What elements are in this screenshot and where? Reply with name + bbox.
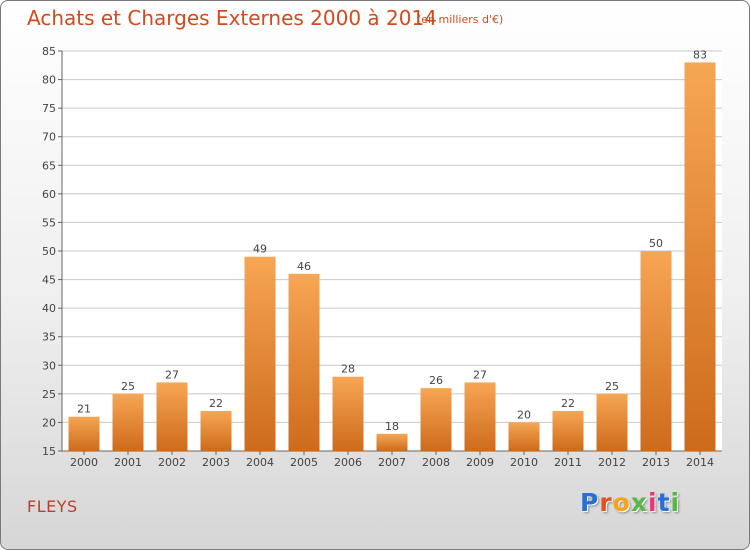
y-tick-label: 20 <box>42 416 56 429</box>
chart-title: Achats et Charges Externes 2000 à 2014 <box>27 6 437 30</box>
y-tick-label: 25 <box>42 388 56 401</box>
x-tick-label: 2009 <box>466 456 494 469</box>
logo-letter: i <box>670 488 681 517</box>
y-tick-label: 30 <box>42 359 56 372</box>
bar-2001 <box>112 393 144 451</box>
x-tick-label: 2001 <box>114 456 142 469</box>
bar-2012 <box>596 393 628 451</box>
logo-letter: x <box>630 488 648 517</box>
y-tick-label: 55 <box>42 216 56 229</box>
bar-2005 <box>288 273 320 451</box>
x-tick-label: 2010 <box>510 456 538 469</box>
commune-name: FLEYS <box>27 497 78 516</box>
x-tick-label: 2014 <box>686 456 714 469</box>
data-label: 25 <box>605 380 619 393</box>
data-label: 83 <box>693 48 707 61</box>
data-label: 18 <box>385 420 399 433</box>
bar-2003 <box>200 411 232 451</box>
bar-2008 <box>420 388 452 451</box>
y-tick-label: 85 <box>42 45 56 58</box>
y-tick-label: 50 <box>42 245 56 258</box>
data-label: 22 <box>209 397 223 410</box>
data-label: 27 <box>473 368 487 381</box>
bar-2004 <box>244 256 276 451</box>
logo-letter: o <box>612 488 631 517</box>
data-label: 28 <box>341 363 355 376</box>
x-tick-label: 2002 <box>158 456 186 469</box>
x-tick-label: 2008 <box>422 456 450 469</box>
data-label: 46 <box>297 260 311 273</box>
y-tick-label: 45 <box>42 274 56 287</box>
x-tick-label: 2011 <box>554 456 582 469</box>
data-label: 22 <box>561 397 575 410</box>
x-tick-label: 2012 <box>598 456 626 469</box>
x-tick-label: 2005 <box>290 456 318 469</box>
x-tick-label: 2013 <box>642 456 670 469</box>
y-tick-label: 65 <box>42 159 56 172</box>
x-tick-label: 2000 <box>70 456 98 469</box>
data-label: 27 <box>165 368 179 381</box>
y-tick-label: 80 <box>42 74 56 87</box>
x-tick-label: 2003 <box>202 456 230 469</box>
y-tick-label: 75 <box>42 102 56 115</box>
bar-2013 <box>640 251 672 451</box>
bar-2006 <box>332 376 364 451</box>
data-label: 50 <box>649 237 663 250</box>
data-label: 26 <box>429 374 443 387</box>
y-tick-label: 40 <box>42 302 56 315</box>
logo-letter: t <box>657 488 671 517</box>
bar-2009 <box>464 382 496 451</box>
bar-2002 <box>156 382 188 451</box>
x-tick-label: 2006 <box>334 456 362 469</box>
chart-unit: (en milliers d'€) <box>417 13 504 26</box>
data-label: 49 <box>253 243 267 256</box>
logo-letter: P <box>580 488 600 517</box>
bar-2010 <box>508 422 540 451</box>
y-tick-label: 60 <box>42 188 56 201</box>
y-tick-label: 70 <box>42 131 56 144</box>
bar-2014 <box>684 62 716 452</box>
data-label: 25 <box>121 380 135 393</box>
proxiti-logo[interactable]: Proxiti <box>580 488 680 517</box>
x-tick-label: 2004 <box>246 456 274 469</box>
data-label: 20 <box>517 408 531 421</box>
y-tick-label: 35 <box>42 331 56 344</box>
bar-2011 <box>552 411 584 451</box>
bar-2007 <box>376 433 408 451</box>
bar-2000 <box>68 416 100 451</box>
y-tick-label: 15 <box>42 445 56 458</box>
data-label: 21 <box>77 403 91 416</box>
logo-letter: r <box>599 488 613 517</box>
logo-letter: i <box>648 488 658 517</box>
x-tick-label: 2007 <box>378 456 406 469</box>
